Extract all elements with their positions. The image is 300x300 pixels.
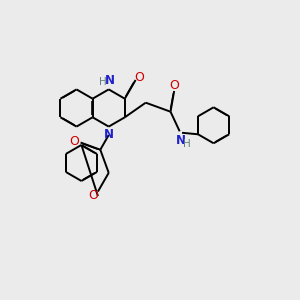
Text: N: N — [105, 74, 115, 88]
Text: H: H — [183, 139, 191, 149]
Text: O: O — [69, 134, 79, 148]
Text: N: N — [176, 134, 186, 147]
Text: O: O — [169, 79, 179, 92]
Text: O: O — [88, 189, 98, 202]
Text: N: N — [104, 128, 114, 142]
Text: O: O — [134, 71, 144, 84]
Text: H: H — [99, 77, 107, 87]
